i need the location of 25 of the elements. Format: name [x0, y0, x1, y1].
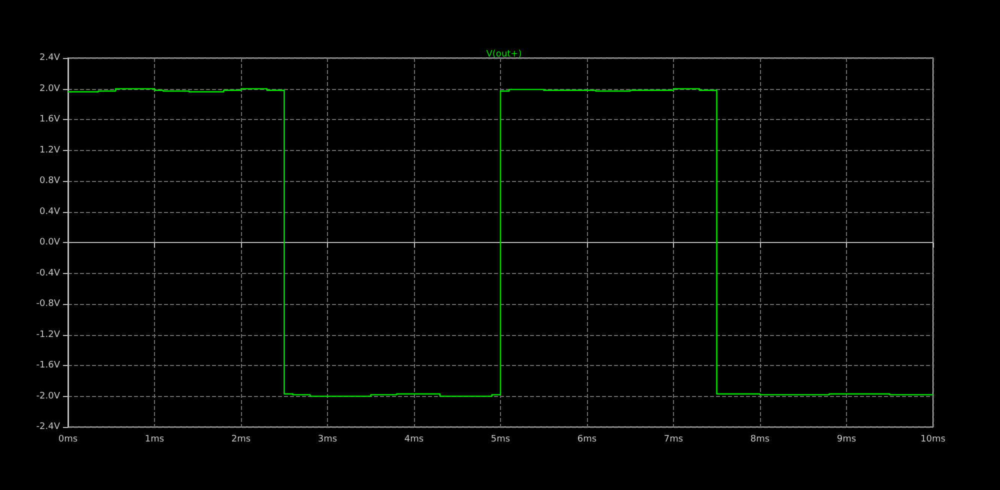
- x-tick-label: 8ms: [750, 434, 770, 444]
- y-tick-label: -2.0V: [36, 391, 61, 402]
- y-tick-label: 0.0V: [40, 238, 61, 248]
- x-tick-label: 6ms: [577, 434, 597, 444]
- y-tick-label: 2.0V: [40, 84, 61, 94]
- x-tick-label: 1ms: [144, 434, 164, 444]
- y-tick-label: 0.4V: [40, 206, 61, 217]
- x-tick-label: 9ms: [836, 434, 856, 444]
- x-tick-label: 2ms: [231, 434, 251, 444]
- y-tick-label: -2.4V: [36, 422, 61, 432]
- y-tick-label: 1.6V: [40, 114, 61, 124]
- x-tick-label: 5ms: [490, 434, 510, 444]
- x-tick-label: 4ms: [404, 434, 424, 444]
- x-tick-label: 3ms: [318, 434, 338, 444]
- y-tick-label: -0.4V: [36, 268, 61, 278]
- y-tick-label: -0.8V: [36, 299, 61, 309]
- y-tick-label: -1.2V: [36, 330, 61, 340]
- x-tick-label: 7ms: [664, 434, 684, 444]
- chart-title: V(out+): [486, 50, 522, 60]
- x-tick-label: 10ms: [920, 434, 946, 444]
- y-tick-label: 0.8V: [40, 176, 61, 186]
- y-tick-label: 1.2V: [40, 145, 61, 156]
- x-tick-label: 0ms: [58, 434, 78, 444]
- y-tick-label: 2.4V: [40, 53, 61, 63]
- y-tick-label: -1.6V: [36, 360, 61, 370]
